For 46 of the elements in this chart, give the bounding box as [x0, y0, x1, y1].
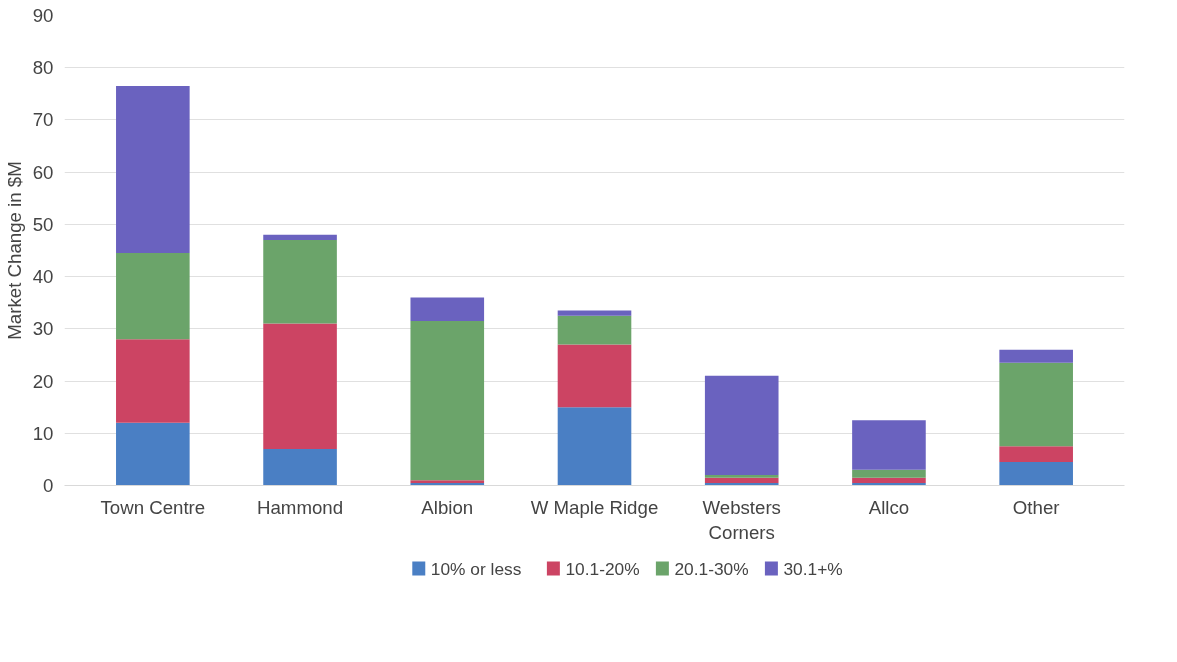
bar: [557, 310, 632, 316]
y-tick-label: 50: [32, 213, 54, 235]
bar: [999, 446, 1073, 462]
bar: [116, 86, 190, 254]
bar: [999, 349, 1073, 363]
bar: [704, 477, 779, 483]
bar: [410, 321, 485, 481]
x-tick-label: Websters Corners: [702, 496, 781, 543]
legend-label: 20.1-30%: [674, 558, 749, 579]
bar: [704, 475, 779, 478]
y-tick-label: 70: [32, 109, 54, 131]
y-tick-label: 60: [32, 161, 54, 183]
bar: [704, 375, 779, 476]
x-tick-label: W Maple Ridge: [530, 496, 659, 518]
x-tick-label: Hammond: [257, 496, 344, 518]
legend-label: 30.1+%: [783, 558, 843, 579]
x-tick-label: Albion: [421, 496, 474, 518]
y-axis-title: Market Change in $M: [3, 161, 25, 340]
bar: [116, 422, 190, 486]
bar: [116, 339, 190, 423]
bar: [263, 323, 337, 449]
bar: [557, 407, 632, 486]
bar: [263, 448, 337, 486]
y-tick-label: 40: [32, 266, 54, 288]
bar: [999, 362, 1073, 447]
bar: [852, 420, 926, 470]
legend-label: 10% or less: [430, 558, 522, 579]
y-tick-label: 30: [32, 318, 54, 340]
legend-label: 10.1-20%: [565, 558, 640, 579]
y-tick-label: 80: [32, 57, 54, 79]
bar: [852, 469, 926, 478]
bar: [999, 462, 1073, 486]
bar: [116, 253, 190, 340]
y-tick-label: 90: [32, 5, 54, 26]
x-tick-label: Town Centre: [100, 496, 206, 518]
y-tick-label: 20: [32, 370, 54, 392]
bar: [557, 344, 632, 408]
bar: [852, 477, 926, 483]
y-tick-label: 0: [43, 475, 54, 496]
x-tick-label: Other: [1012, 496, 1060, 518]
x-tick-label: Allco: [868, 496, 910, 518]
bar: [263, 234, 337, 241]
bar: [557, 315, 632, 345]
bar: [263, 240, 337, 324]
bar: [410, 297, 485, 321]
y-tick-label: 10: [32, 422, 54, 444]
